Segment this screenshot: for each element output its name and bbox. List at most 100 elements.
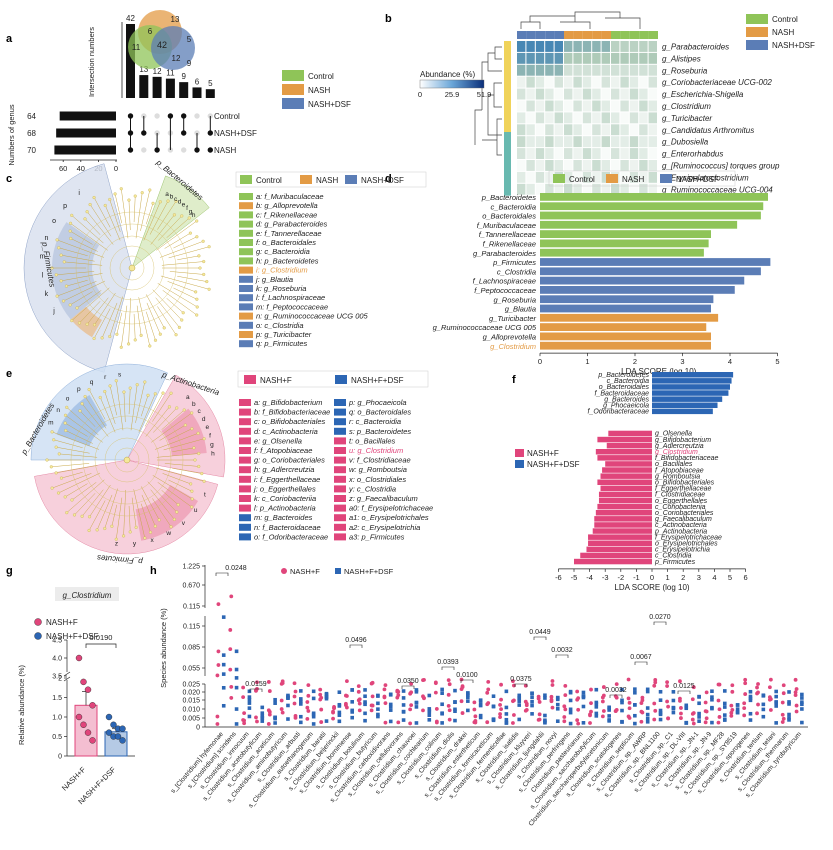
b-cell [639,52,648,64]
e-branch [168,428,192,441]
b-cell [554,124,563,136]
b-row-label: g_Erysipelatoclostridium [662,173,749,182]
e-node [95,528,99,532]
c-branch [135,192,143,239]
g-y-ticklabel: 4.5 [52,638,62,645]
e-node [87,515,92,519]
h-point-nashf [512,713,516,717]
b-cell [629,160,639,171]
e-key-label: d: c_Actinobacteria [254,427,318,436]
f-bar [586,546,652,553]
a-setsize-ticklabel: 0 [114,164,118,173]
f-x-ticklabel: 4 [712,573,716,582]
h-sig-bracket [460,679,474,683]
h-point-dsf [761,707,766,712]
a-intersection-label: 5 [208,79,213,88]
d-legend-label: NASH+DSF [676,175,719,184]
h-point-dsf [658,708,663,713]
f-category-label: f_Bacteroidaceae [595,390,650,397]
b-cell [517,64,526,76]
c-branch [66,279,88,287]
b-cell [601,171,610,183]
h-point-dsf [337,719,342,724]
h-point-nashf [460,684,465,689]
e-node [197,451,201,456]
c-legend-label: Control [256,176,282,185]
h-point-dsf [247,695,252,699]
b-cell [526,52,535,64]
d-bar [540,332,711,341]
h-point-nashf [511,721,515,725]
c-node [148,188,152,192]
c-node [64,284,69,288]
e-branch [116,497,123,540]
f-x-label: LDA SCORE (log 10) [614,583,689,592]
h-point-dsf [735,707,740,711]
h-point-dsf [568,698,573,703]
c-branch [140,189,151,232]
f-bar [608,430,652,437]
h-point-dsf [543,720,547,725]
h-y-label: Species abundance (%) [159,608,168,688]
panel-h: NASH+F NASH+F+DSF00.0050.0100.0150.0200.0… [159,564,808,828]
c-key-label: q: p_Firmicutes [256,339,308,348]
a-legend-label: Control [308,72,334,81]
h-point-dsf [658,717,663,722]
h-point-nashf [305,700,310,704]
c-key-label: o: c_Clostridia [256,321,304,330]
h-point-nashf [382,687,387,692]
g-y-label: Relative abundance (%) [17,664,26,745]
b-cluster-bar [504,41,511,132]
h-point-dsf [466,693,470,698]
f-category-label: c_Clostridia [655,553,692,560]
e-node [114,537,118,541]
h-point-dsf [478,713,483,718]
b-cell [545,171,554,183]
e-key-swatch [239,533,251,541]
h-point-nashf [793,677,798,682]
h-point-dsf [543,696,547,700]
e-inner-sector [135,485,199,541]
b-cell [620,52,629,64]
f-legend-swatch [515,460,524,468]
a-group-name: NASH+DSF [214,129,257,138]
h-point-dsf [299,714,303,719]
h-point-nashf [331,716,335,721]
b-cell [573,160,582,171]
h-point-nashf [241,695,246,700]
e-node [63,421,67,425]
b-row-label: g_Enterorhabdus [662,150,723,159]
e-key-label: g: o_Coriobacteriales [254,456,325,465]
c-branch [70,230,93,245]
h-point-dsf [466,691,470,696]
h-point-dsf [453,707,457,712]
h-point-dsf [466,699,470,703]
f-category-label: f_Odoribacteraceae [588,409,650,416]
b-cell [611,76,620,88]
e-key-swatch [334,399,346,406]
h-legend-label: NASH+F [290,567,320,576]
h-point-nashf [536,694,541,699]
f-bar [652,372,734,378]
h-point-nashf [499,682,503,687]
g-y-ticklabel: 0.5 [52,734,62,741]
b-cell [639,183,648,195]
a-venn-all: 42 [157,40,167,50]
e-branch [140,395,149,417]
h-point-dsf [710,689,714,694]
c-node [92,196,96,200]
h-point-nashf [396,693,401,698]
c-node [133,338,137,342]
b-cell [535,112,545,124]
h-point-dsf [735,710,740,715]
h-point-dsf [440,702,444,707]
h-point-nashf [242,718,247,723]
e-node [103,389,107,394]
e-legend-box [237,370,429,388]
e-branch [52,431,100,450]
b-cell [648,171,657,183]
b-cell [629,41,639,52]
b-cell [611,148,620,159]
a-venn-control-only: 11 [132,43,141,52]
h-point-nashf [742,706,747,711]
